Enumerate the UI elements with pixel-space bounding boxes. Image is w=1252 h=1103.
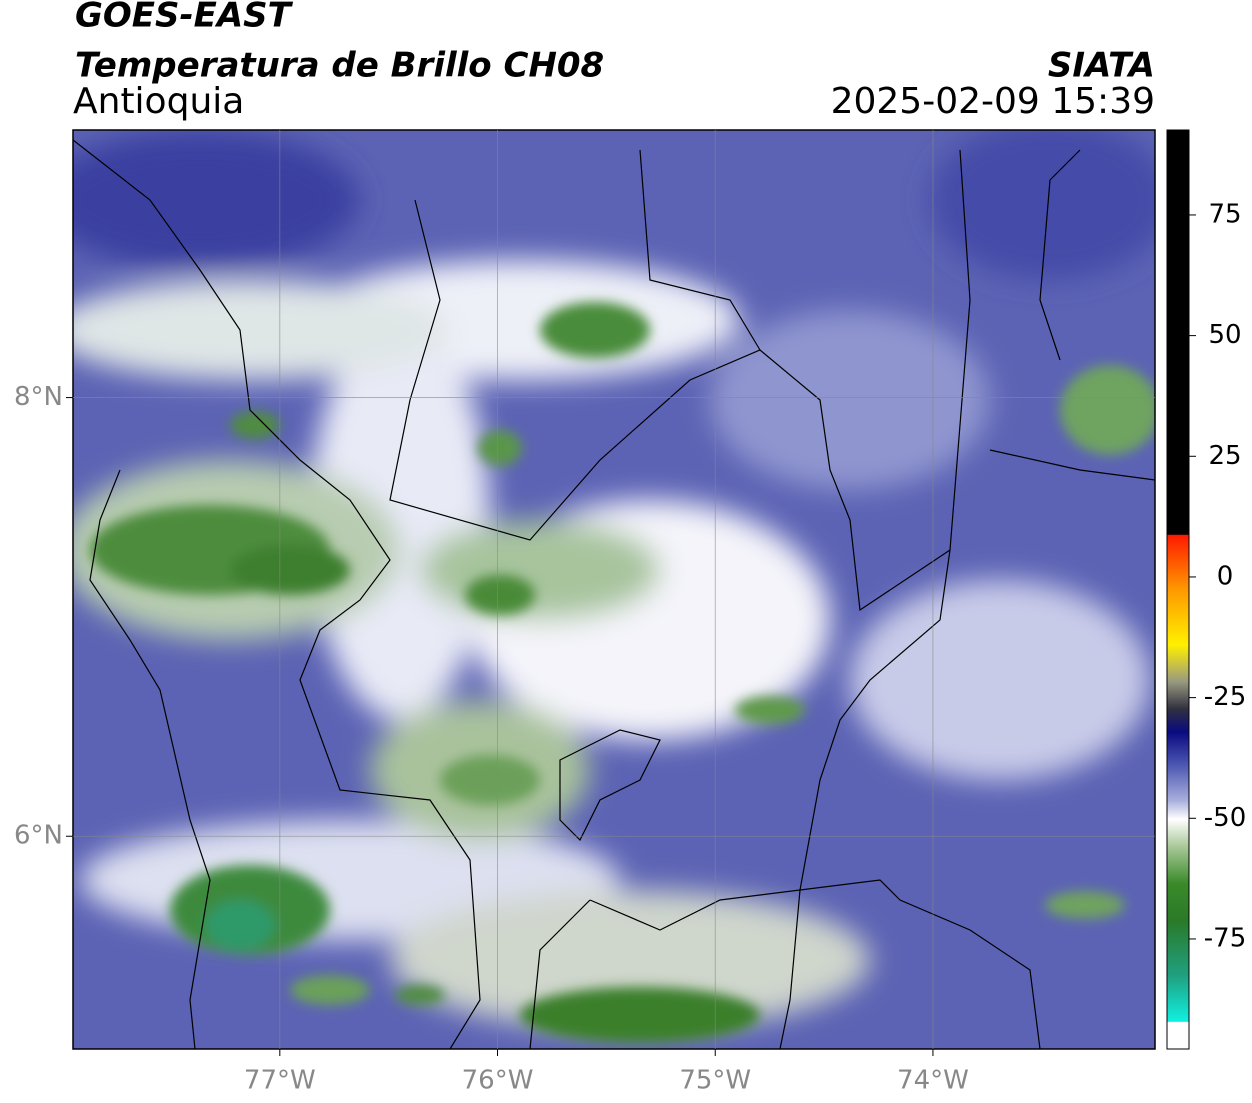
x-tick-label: 76°W: [462, 1066, 534, 1096]
satellite-image: [73, 130, 1155, 1049]
y-tick-label: 6°N: [14, 821, 63, 851]
colorbar-tick-label: 25: [1208, 441, 1241, 471]
subtitle: Temperatura de Brillo CH08: [75, 46, 604, 86]
x-tick-label: 77°W: [244, 1066, 316, 1096]
colorbar-tick-label: -25: [1204, 682, 1246, 712]
x-tick-label: 75°W: [679, 1066, 751, 1096]
y-tick-label: 8°N: [14, 382, 63, 412]
map-frame: [72, 129, 1156, 1050]
colorbar-tick-label: -75: [1204, 923, 1246, 953]
datetime: 2025-02-09 15:39: [831, 81, 1155, 122]
colorbar-tick-label: -50: [1204, 803, 1246, 833]
title: GOES-EAST: [75, 0, 294, 36]
source: SIATA: [1048, 46, 1155, 86]
region: Antioquia: [73, 81, 244, 122]
colorbar-tick-label: 75: [1208, 199, 1241, 229]
colorbar-tick-label: 50: [1208, 320, 1241, 350]
colorbar: [1166, 129, 1190, 1050]
colorbar-tick-label: 0: [1217, 561, 1234, 591]
x-tick-label: 74°W: [897, 1066, 969, 1096]
